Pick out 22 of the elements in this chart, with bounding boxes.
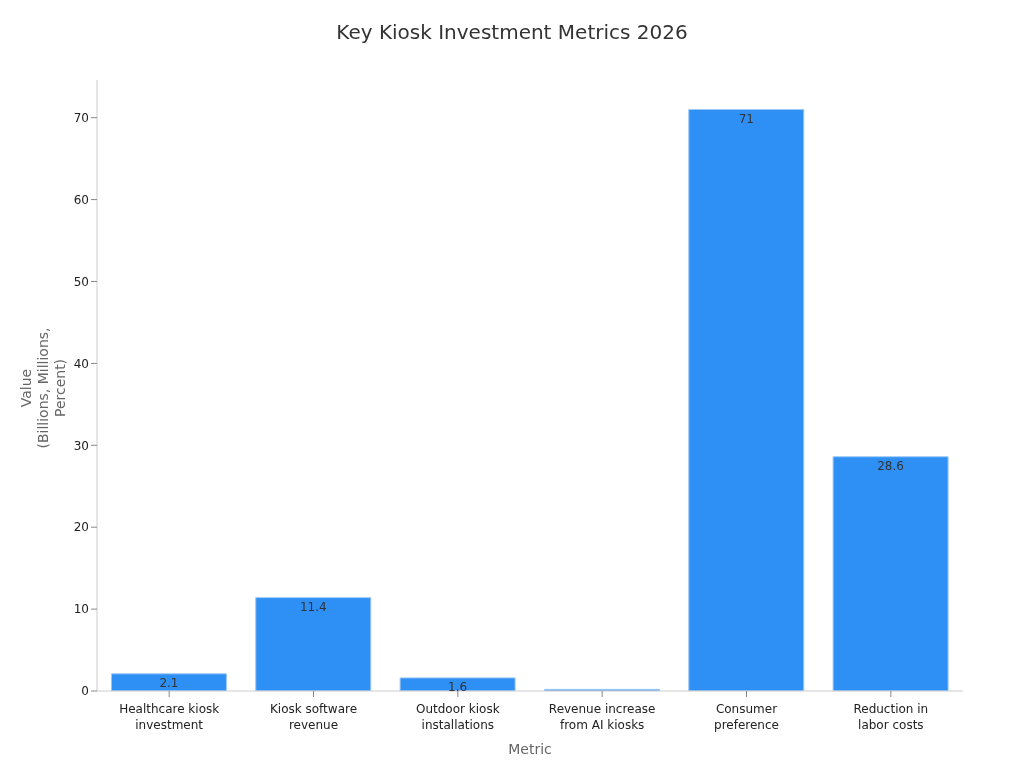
x-tick-label: Outdoor kiosk installations (416, 702, 500, 732)
y-tick-label: 40 (73, 356, 89, 371)
y-tick-label: 20 (73, 520, 89, 535)
chart-title: Key Kiosk Investment Metrics 2026 (335, 20, 689, 44)
y-axis-title: Value (Billions, Millions, Percent) (18, 327, 68, 449)
x-tick-label: Consumer preference (714, 702, 779, 732)
data-label: 11.4 (299, 600, 327, 615)
y-tick-label: 30 (73, 438, 89, 453)
data-label: 71 (738, 112, 754, 127)
x-tick-label: Healthcare kiosk investment (119, 702, 220, 732)
x-tick-label: Reduction in labor costs (853, 702, 929, 732)
y-tick-label: 50 (73, 274, 89, 289)
x-tick-label: Revenue increase from AI kiosks (548, 702, 656, 732)
y-tick-label: 70 (73, 110, 89, 125)
data-label: 28.6 (877, 459, 904, 474)
data-label: 2.1 (159, 676, 179, 691)
data-label: 1.6 (448, 680, 468, 695)
x-axis-title: Metric (507, 741, 553, 757)
x-tick-label: Kiosk software revenue (269, 702, 358, 732)
y-tick-label: 60 (73, 192, 89, 207)
y-tick-label: 0 (81, 684, 89, 699)
y-tick-label: 10 (73, 602, 89, 617)
